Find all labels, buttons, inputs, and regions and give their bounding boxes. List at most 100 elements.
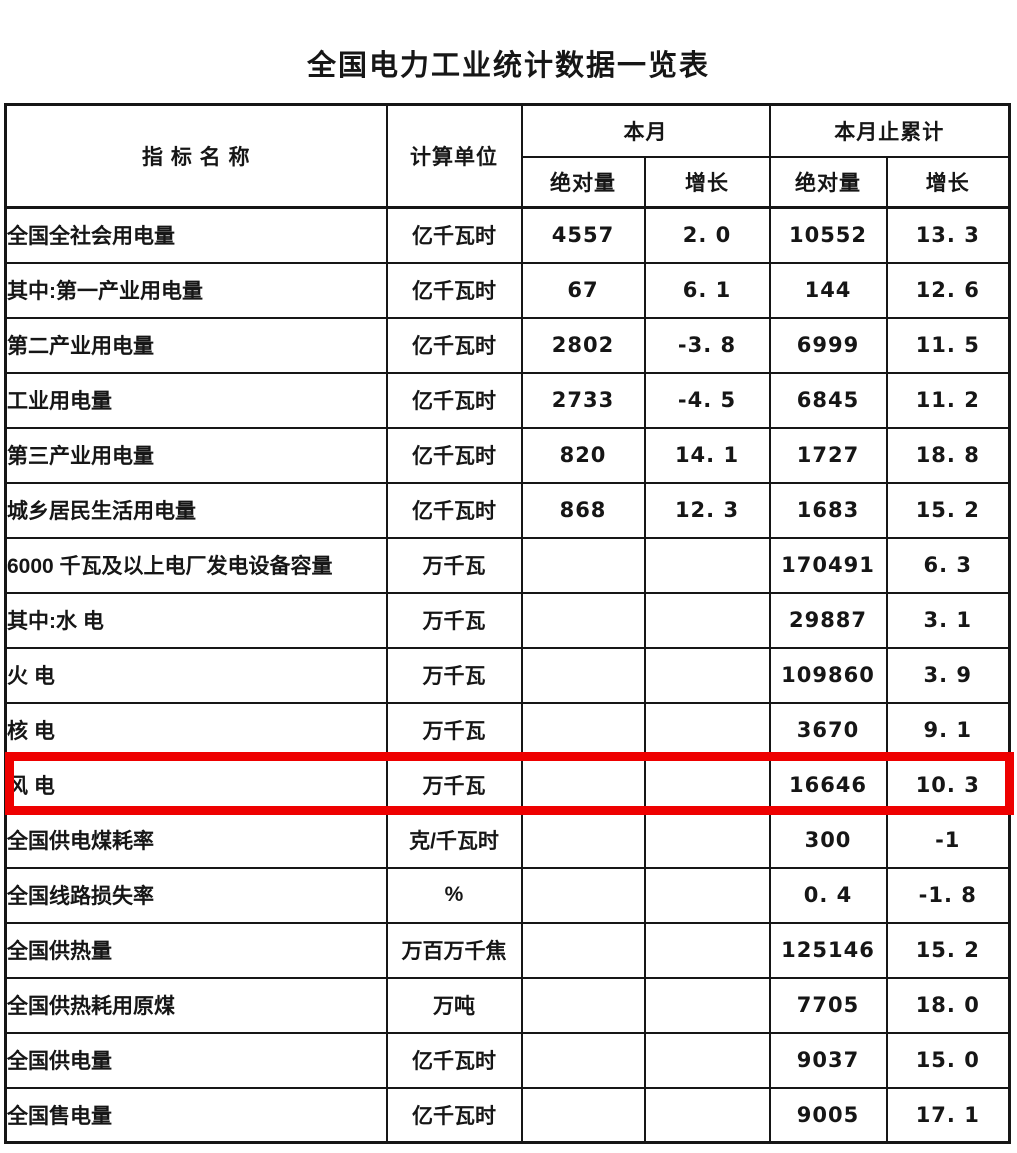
header-month-growth: 增长	[643, 156, 771, 209]
cell-cumulative-growth: 11. 5	[885, 316, 1011, 374]
cell-cumulative-growth: 12. 6	[885, 261, 1011, 319]
cell-cumulative-absolute: 29887	[768, 591, 888, 649]
cell-month-absolute	[520, 756, 646, 814]
header-indicator: 指 标 名 称	[4, 103, 388, 209]
cell-month-absolute	[520, 1031, 646, 1089]
cell-month-growth: 12. 3	[643, 481, 771, 539]
cell-cumulative-growth: -1. 8	[885, 866, 1011, 924]
cell-unit: 亿千瓦时	[385, 316, 523, 374]
cell-cumulative-absolute: 7705	[768, 976, 888, 1034]
cell-cumulative-absolute: 6845	[768, 371, 888, 429]
cell-cumulative-growth: 9. 1	[885, 701, 1011, 759]
cell-indicator: 6000 千瓦及以上电厂发电设备容量	[4, 536, 388, 594]
cell-month-growth	[643, 976, 771, 1034]
cell-unit: 万千瓦	[385, 701, 523, 759]
cell-unit: 万千瓦	[385, 591, 523, 649]
cell-month-absolute	[520, 536, 646, 594]
cell-month-growth: -4. 5	[643, 371, 771, 429]
cell-unit: 万吨	[385, 976, 523, 1034]
cell-month-absolute: 2733	[520, 371, 646, 429]
table-header: 指 标 名 称 计算单位 本月 本月止累计 绝对量 增长 绝对量 增长	[4, 103, 1011, 209]
cell-cumulative-growth: 3. 9	[885, 646, 1011, 704]
cell-indicator: 第二产业用电量	[4, 316, 388, 374]
table-row: 第三产业用电量 亿千瓦时 820 14. 1 1727 18. 8	[4, 426, 1011, 484]
cell-indicator: 城乡居民生活用电量	[4, 481, 388, 539]
cell-indicator: 全国线路损失率	[4, 866, 388, 924]
cell-cumulative-absolute: 9005	[768, 1086, 888, 1144]
cell-cumulative-growth: -1	[885, 811, 1011, 869]
cell-indicator: 全国供电煤耗率	[4, 811, 388, 869]
table-row: 风 电 万千瓦 16646 10. 3	[4, 756, 1011, 814]
cell-cumulative-absolute: 0. 4	[768, 866, 888, 924]
cell-month-growth: 6. 1	[643, 261, 771, 319]
cell-indicator: 全国供热量	[4, 921, 388, 979]
table-row: 火 电 万千瓦 109860 3. 9	[4, 646, 1011, 704]
cell-month-growth	[643, 866, 771, 924]
cell-unit: 亿千瓦时	[385, 481, 523, 539]
cell-month-growth: -3. 8	[643, 316, 771, 374]
cell-unit: 万千瓦	[385, 756, 523, 814]
header-cumulative-growth: 增长	[885, 156, 1011, 209]
cell-indicator: 火 电	[4, 646, 388, 704]
cell-month-growth	[643, 811, 771, 869]
cell-month-absolute	[520, 701, 646, 759]
cell-month-growth	[643, 756, 771, 814]
cell-month-absolute: 2802	[520, 316, 646, 374]
cell-cumulative-absolute: 3670	[768, 701, 888, 759]
cell-cumulative-absolute: 6999	[768, 316, 888, 374]
cell-month-growth	[643, 1086, 771, 1144]
cell-indicator: 核 电	[4, 701, 388, 759]
table-row: 全国售电量 亿千瓦时 9005 17. 1	[4, 1086, 1011, 1144]
table-row: 全国全社会用电量 亿千瓦时 4557 2. 0 10552 13. 3	[4, 206, 1011, 264]
table-row: 全国供热量 万百万千焦 125146 15. 2	[4, 921, 1011, 979]
table-row: 其中:第一产业用电量 亿千瓦时 67 6. 1 144 12. 6	[4, 261, 1011, 319]
cell-cumulative-growth: 3. 1	[885, 591, 1011, 649]
header-month-absolute: 绝对量	[520, 156, 646, 209]
cell-month-growth	[643, 591, 771, 649]
cell-indicator: 全国全社会用电量	[4, 206, 388, 264]
cell-month-absolute	[520, 976, 646, 1034]
cell-month-growth	[643, 646, 771, 704]
cell-cumulative-growth: 13. 3	[885, 206, 1011, 264]
table-row: 其中:水 电 万千瓦 29887 3. 1	[4, 591, 1011, 649]
cell-cumulative-growth: 17. 1	[885, 1086, 1011, 1144]
cell-month-growth: 14. 1	[643, 426, 771, 484]
cell-cumulative-absolute: 10552	[768, 206, 888, 264]
cell-month-growth: 2. 0	[643, 206, 771, 264]
cell-month-absolute: 67	[520, 261, 646, 319]
cell-unit: %	[385, 866, 523, 924]
cell-month-absolute	[520, 1086, 646, 1144]
cell-unit: 亿千瓦时	[385, 426, 523, 484]
cell-indicator: 工业用电量	[4, 371, 388, 429]
cell-unit: 亿千瓦时	[385, 1031, 523, 1089]
cell-indicator: 第三产业用电量	[4, 426, 388, 484]
cell-cumulative-growth: 15. 0	[885, 1031, 1011, 1089]
statistics-table: 指 标 名 称 计算单位 本月 本月止累计 绝对量 增长 绝对量 增长 全国全社…	[4, 103, 1011, 1144]
cell-unit: 克/千瓦时	[385, 811, 523, 869]
cell-cumulative-growth: 6. 3	[885, 536, 1011, 594]
cell-unit: 万千瓦	[385, 536, 523, 594]
cell-unit: 万千瓦	[385, 646, 523, 704]
cell-month-growth	[643, 921, 771, 979]
cell-month-absolute: 4557	[520, 206, 646, 264]
cell-unit: 亿千瓦时	[385, 1086, 523, 1144]
header-cumulative-absolute: 绝对量	[768, 156, 888, 209]
table-row: 工业用电量 亿千瓦时 2733 -4. 5 6845 11. 2	[4, 371, 1011, 429]
cell-cumulative-growth: 15. 2	[885, 481, 1011, 539]
cell-month-absolute	[520, 646, 646, 704]
cell-cumulative-growth: 11. 2	[885, 371, 1011, 429]
table-row: 6000 千瓦及以上电厂发电设备容量 万千瓦 170491 6. 3	[4, 536, 1011, 594]
cell-cumulative-growth: 18. 8	[885, 426, 1011, 484]
cell-cumulative-growth: 15. 2	[885, 921, 1011, 979]
cell-cumulative-absolute: 1683	[768, 481, 888, 539]
cell-indicator: 全国供电量	[4, 1031, 388, 1089]
cell-cumulative-absolute: 16646	[768, 756, 888, 814]
cell-unit: 亿千瓦时	[385, 206, 523, 264]
cell-month-growth	[643, 536, 771, 594]
cell-month-absolute	[520, 591, 646, 649]
table-row: 全国供电量 亿千瓦时 9037 15. 0	[4, 1031, 1011, 1089]
table-row: 核 电 万千瓦 3670 9. 1	[4, 701, 1011, 759]
table-row: 全国供热耗用原煤 万吨 7705 18. 0	[4, 976, 1011, 1034]
cell-month-absolute: 868	[520, 481, 646, 539]
table-row: 第二产业用电量 亿千瓦时 2802 -3. 8 6999 11. 5	[4, 316, 1011, 374]
